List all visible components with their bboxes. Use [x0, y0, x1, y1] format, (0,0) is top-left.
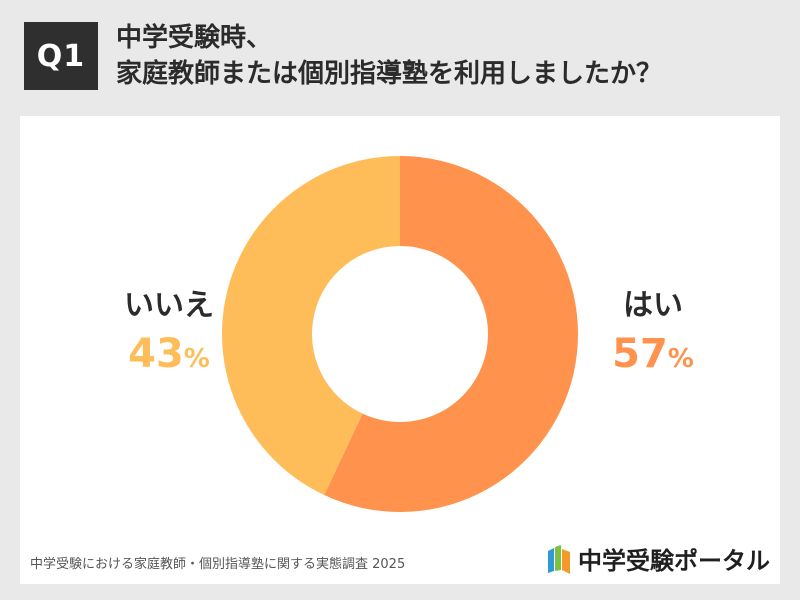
bookshelf-icon	[548, 544, 570, 574]
question-title-line-2: 家庭教師または個別指導塾を利用しましたか？	[116, 59, 663, 89]
brand-name: 中学受験ポータル	[578, 547, 770, 575]
label-yes: はい 57%	[588, 286, 718, 387]
slice-yes	[324, 156, 578, 512]
label-no-unit: %	[183, 344, 210, 374]
question-badge: Q1	[24, 22, 98, 90]
label-yes-unit: %	[667, 344, 694, 374]
label-no-name: いいえ	[124, 288, 214, 323]
donut-chart	[221, 156, 578, 512]
source-note: 中学受験における家庭教師・個別指導塾に関する実態調査 2025	[30, 557, 406, 572]
slice-no	[221, 156, 400, 496]
question-title-line-1: 中学受験時、	[116, 23, 273, 53]
label-no-value: 43	[128, 331, 184, 377]
brand-logo: 中学受験ポータル	[546, 541, 770, 576]
label-yes-name: はい	[623, 288, 683, 323]
label-no-percent: 43%	[104, 326, 234, 387]
label-yes-value: 57	[612, 331, 668, 377]
label-yes-percent: 57%	[588, 326, 718, 387]
question-title: 中学受験時、 家庭教師または個別指導塾を利用しましたか？	[116, 20, 776, 92]
chart-card: いいえ 43% はい 57% 中学受験における家庭教師・個別指導塾に関する実態調…	[20, 116, 780, 584]
label-no: いいえ 43%	[104, 286, 234, 387]
